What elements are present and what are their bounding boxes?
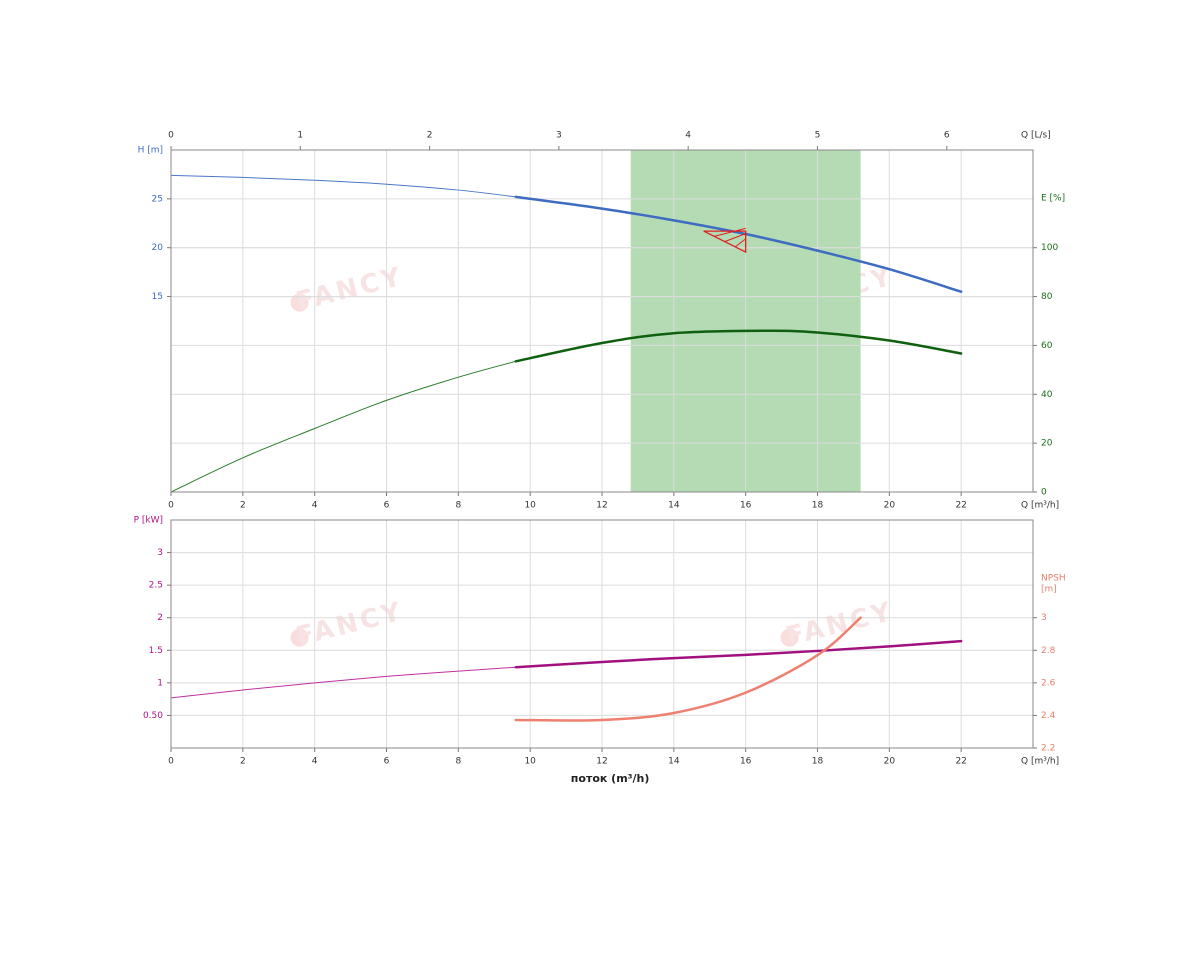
y2-tick-label: 2.6 (1041, 678, 1056, 688)
y2-tick-label: 60 (1041, 341, 1053, 351)
x2-tick-label: 0 (168, 131, 174, 141)
curve (514, 639, 963, 669)
x-tick-label: 10 (524, 757, 536, 767)
x-tick-label: 4 (312, 757, 318, 767)
x2-tick-label: 2 (427, 131, 433, 141)
x2-tick-label: 1 (297, 131, 303, 141)
x-tick-label: 20 (884, 757, 896, 767)
watermark: FANCY (290, 262, 407, 318)
y-tick-label: 20 (152, 243, 164, 253)
y-tick-label: 3 (157, 548, 163, 558)
y-tick-label: 1.5 (149, 646, 163, 656)
y-axis-label: P [kW] (134, 516, 163, 526)
plot-frame (170, 519, 1034, 749)
x-tick-label: 20 (884, 501, 896, 511)
y-tick-label: 2 (157, 613, 163, 623)
y2-tick-label: 2.8 (1041, 646, 1056, 656)
curve (514, 329, 963, 363)
y2-tick-label: 100 (1041, 243, 1058, 253)
x-tick-label: 10 (524, 501, 536, 511)
watermark: FANCY (290, 597, 407, 653)
x-tick-label: 2 (240, 501, 246, 511)
y2-axis-label: E [%] (1041, 194, 1065, 204)
x2-tick-label: 4 (685, 131, 691, 141)
operating-point-hatch (734, 238, 746, 248)
x-tick-label: 6 (384, 501, 390, 511)
x-tick-label: 16 (740, 501, 752, 511)
plot-frame (170, 149, 1034, 493)
x-tick-label: 2 (240, 757, 246, 767)
watermark-text: FANCY (293, 597, 407, 653)
x-tick-label: 0 (168, 501, 174, 511)
x-tick-label: 12 (596, 501, 607, 511)
x-axis-title: поток (m³/h) (571, 772, 650, 785)
watermark-logo (290, 293, 309, 312)
y2-tick-label: 80 (1041, 292, 1053, 302)
y2-axis-label: NPSH (1041, 574, 1066, 584)
x-tick-label: 22 (955, 757, 966, 767)
x2-tick-label: 3 (556, 131, 562, 141)
y2-tick-label: 2.2 (1041, 744, 1055, 754)
watermark-text: FANCY (293, 262, 407, 318)
x-tick-label: 8 (455, 757, 461, 767)
x-tick-label: 0 (168, 757, 174, 767)
y-tick-label: 25 (152, 194, 163, 204)
y-tick-label: 0.50 (143, 711, 163, 721)
x-tick-label: 22 (955, 501, 966, 511)
y-axis-label: H [m] (138, 146, 163, 156)
x-tick-label: 4 (312, 501, 318, 511)
x-tick-label: 14 (668, 501, 680, 511)
watermark-text: FANCY (783, 597, 897, 653)
curve (170, 360, 517, 493)
x2-tick-label: 6 (944, 131, 950, 141)
x-tick-label: 18 (812, 501, 824, 511)
watermark-logo (290, 628, 309, 647)
x-tick-label: 12 (596, 757, 607, 767)
x-tick-label: 18 (812, 757, 824, 767)
watermark: FANCY (780, 597, 897, 653)
y2-tick-label: 2.4 (1041, 711, 1056, 721)
y2-tick-label: 3 (1041, 613, 1047, 623)
watermark-logo (780, 628, 799, 647)
curve (170, 174, 517, 198)
operating-point-hatch (714, 227, 746, 237)
y2-axis-label: [m] (1041, 585, 1057, 595)
curve (170, 666, 517, 699)
x-tick-label: 14 (668, 757, 680, 767)
y-tick-label: 2.5 (149, 581, 163, 591)
curve (514, 616, 862, 722)
y2-tick-label: 40 (1041, 390, 1053, 400)
x-tick-label: 6 (384, 757, 390, 767)
x2-tick-label: 5 (815, 131, 821, 141)
y-tick-label: 15 (152, 292, 163, 302)
y2-tick-label: 20 (1041, 439, 1053, 449)
x-tick-label: 16 (740, 757, 752, 767)
x2-axis-label: Q [L/s] (1021, 131, 1051, 141)
y2-tick-label: 0 (1041, 488, 1047, 498)
x-axis-label: Q [m³/h] (1021, 501, 1059, 511)
x-tick-label: 8 (455, 501, 461, 511)
operating-point-hatch (724, 233, 746, 243)
operating-point (703, 227, 747, 254)
y-tick-label: 1 (157, 678, 163, 688)
x-axis-label: Q [m³/h] (1021, 757, 1059, 767)
